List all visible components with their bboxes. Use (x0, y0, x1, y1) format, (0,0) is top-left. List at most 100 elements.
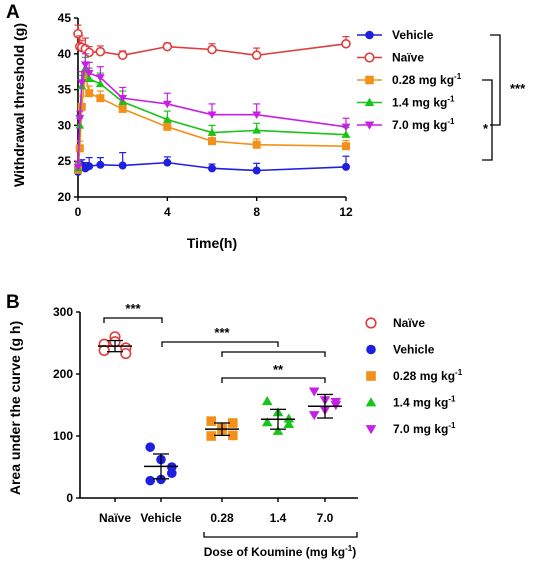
panel-a-data-point (95, 74, 105, 82)
panel-b-y-tick-label: 200 (53, 367, 73, 381)
panel-a-data-point (208, 164, 216, 173)
panel-a-legend-label: Naïve (392, 51, 424, 65)
panel-b-data-point (261, 417, 273, 427)
panel-a-data-point (252, 140, 261, 149)
panel-a-data-point (252, 111, 262, 120)
panel-a-legend-label: 0.28 mg kg-1 (392, 72, 462, 87)
panel-a-x-tick-label: 12 (339, 205, 353, 219)
panel-a-data-point (77, 102, 86, 111)
panel-a-data-point (118, 94, 128, 103)
panel-b-legend-label: 1.4 mg kg-1 (393, 395, 456, 410)
panel-b-data-point (145, 475, 155, 486)
panel-a-data-point (75, 115, 85, 123)
panel-b-data-point (272, 425, 284, 435)
panel-b-significance-label: ** (273, 362, 284, 377)
panel-a-data-point (251, 50, 262, 61)
panel-a-data-point (84, 47, 94, 58)
panel-b-legend-label: Naïve (393, 316, 425, 330)
panel-a-data-point (341, 123, 351, 132)
panel-a-y-tick-label: 40 (58, 47, 72, 61)
panel-a-data-point (207, 128, 217, 136)
panel-a-significance-label: * (483, 121, 489, 136)
panel-a-data-point (162, 41, 173, 52)
panel-b-data-point (145, 442, 155, 452)
panel-a-data-point (84, 74, 94, 83)
panel-a-data-point (208, 137, 216, 146)
panel-a-data-point (85, 89, 94, 98)
panel-a-data-point (95, 79, 105, 88)
panel-a-bracket-outer (490, 34, 501, 126)
panel-a-data-point (342, 162, 350, 171)
panel-b-y-tick-label: 100 (53, 429, 73, 443)
panel-b-legend-label: Vehicle (393, 343, 435, 357)
panel-a-legend-label: 7.0 mg kg-1 (392, 117, 455, 132)
panel-a-x-axis-label: Time(h) (187, 235, 237, 251)
panel-b-bracket (161, 341, 279, 347)
panel-a-data-point (77, 79, 87, 87)
panel-b-y-tick-label: 0 (66, 491, 73, 505)
panel-a-data-point (207, 44, 217, 55)
panel-b-legend-label: 0.28 mg kg-1 (393, 368, 463, 383)
panel-b-x-tick-label: 1.4 (270, 511, 287, 525)
panel-a-data-point (75, 144, 84, 153)
panel-b-chart: Area under the curve (g h) Dose of Koumi… (7, 301, 463, 559)
panel-a-data-point (252, 166, 261, 175)
panel-a-legend-marker (365, 30, 374, 40)
panel-a-data-point (73, 28, 83, 39)
panel-a-y-axis-label: Withdrawal threshold (g) (11, 23, 27, 187)
panel-a-data-point (80, 61, 90, 69)
panel-b-dose-bracket (203, 532, 358, 538)
panel-b-significance-label: *** (125, 301, 141, 316)
panel-a-bracket-inner (482, 79, 493, 161)
panel-label-a: A (6, 2, 20, 23)
panel-a-data-point (207, 111, 217, 120)
panel-b-legend-marker (365, 397, 377, 407)
panel-b-bracket (221, 377, 326, 383)
panel-b-x-tick-label: 7.0 (317, 511, 334, 525)
panel-a-data-point (81, 69, 90, 78)
panel-b-legend-label: 7.0 mg kg-1 (393, 421, 456, 436)
panel-a-data-point (162, 115, 172, 123)
panel-a-y-tick-label: 30 (58, 118, 72, 132)
panel-b-legend-marker (365, 425, 377, 435)
panel-b-x-tick-label: Vehicle (140, 511, 182, 525)
panel-b-data-point (308, 387, 320, 397)
panel-b-significance-label: *** (214, 325, 230, 340)
panel-b-legend-marker (365, 317, 377, 329)
panel-a-data-point (341, 130, 351, 138)
panel-a-significance-label: *** (510, 81, 526, 96)
panel-b-data-point (167, 468, 177, 479)
panel-a-data-point (342, 142, 350, 151)
panel-b-data-point (261, 396, 273, 406)
panel-a-data-point (85, 162, 94, 171)
panel-b-y-tick-label: 300 (53, 305, 73, 319)
panel-a-legend-marker (364, 121, 375, 130)
panel-a-data-point (252, 126, 262, 134)
panel-b-y-axis-label: Area under the curve (g h) (7, 321, 23, 495)
panel-a-x-tick-label: 4 (164, 205, 171, 219)
panel-a-data-point (341, 38, 351, 49)
panel-b-x-tick-label: Naïve (99, 511, 131, 525)
panel-b-bracket (103, 317, 163, 323)
panel-a-data-point (73, 163, 83, 172)
panel-a-x-tick-label: 0 (75, 205, 82, 219)
panel-a-legend-marker (364, 52, 375, 63)
panel-a-legend-marker (364, 97, 375, 106)
panel-a-x-tick-label: 8 (253, 205, 260, 219)
panel-a-data-point (96, 160, 105, 169)
panel-a-chart: Withdrawal threshold (g) Time(h) 20 25 30 3… (11, 11, 526, 251)
panel-b-bracket (221, 351, 326, 357)
panel-a-legend-label: Vehicle (392, 28, 434, 42)
panel-b-x-tick-label: 0.28 (210, 511, 234, 525)
panel-label-b: B (6, 292, 20, 313)
panel-b-data-point (98, 344, 110, 357)
panel-b-data-point (206, 416, 216, 426)
panel-b-data-point (283, 418, 295, 429)
panel-a-data-point (163, 122, 172, 131)
panel-a-data-point (95, 46, 106, 57)
panel-a-data-point (96, 94, 105, 103)
panel-a-data-point (84, 69, 94, 78)
panel-a-data-point (118, 104, 127, 113)
panel-a-data-point (163, 158, 172, 167)
panel-b-data-point (228, 418, 238, 428)
